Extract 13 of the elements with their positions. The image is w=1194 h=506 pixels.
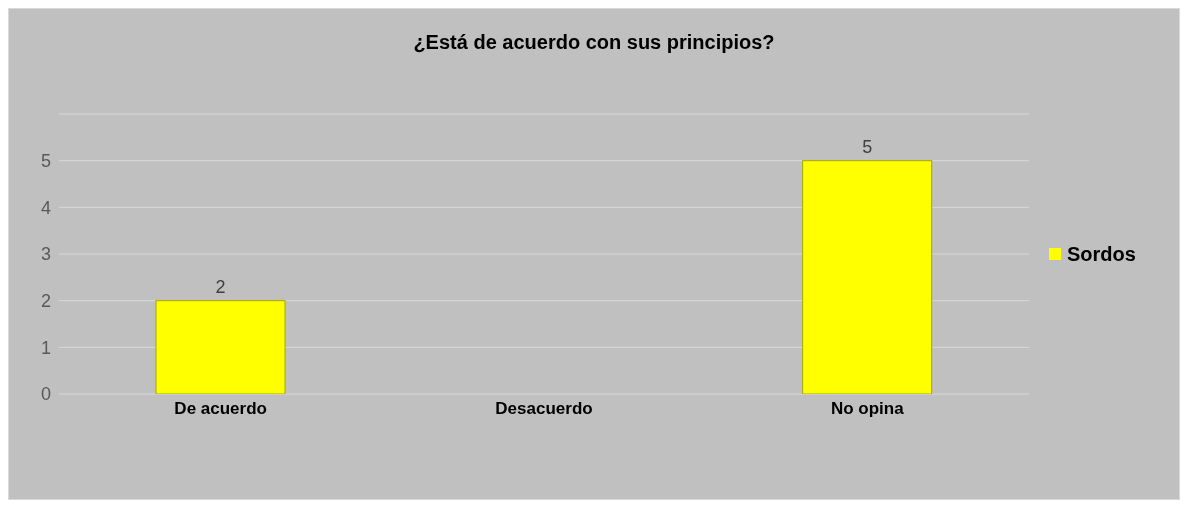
x-tick-label: De acuerdo [174, 399, 267, 419]
x-tick-label: No opina [830, 399, 905, 419]
y-tick-label: 3 [40, 244, 51, 265]
text: 5 [862, 136, 873, 157]
text: 2 [215, 276, 226, 297]
y-tick-label: 4 [40, 197, 51, 218]
y-tick-label: 0 [40, 384, 51, 405]
chart-title: ¿Está de acuerdo con sus principios? [412, 30, 776, 54]
y-tick-label: 1 [40, 337, 51, 358]
x-tick-label: Desacuerdo [495, 399, 593, 419]
y-tick-label: 2 [40, 291, 51, 312]
legend-label: Sordos [1067, 242, 1136, 266]
y-tick-label: 5 [40, 151, 51, 172]
